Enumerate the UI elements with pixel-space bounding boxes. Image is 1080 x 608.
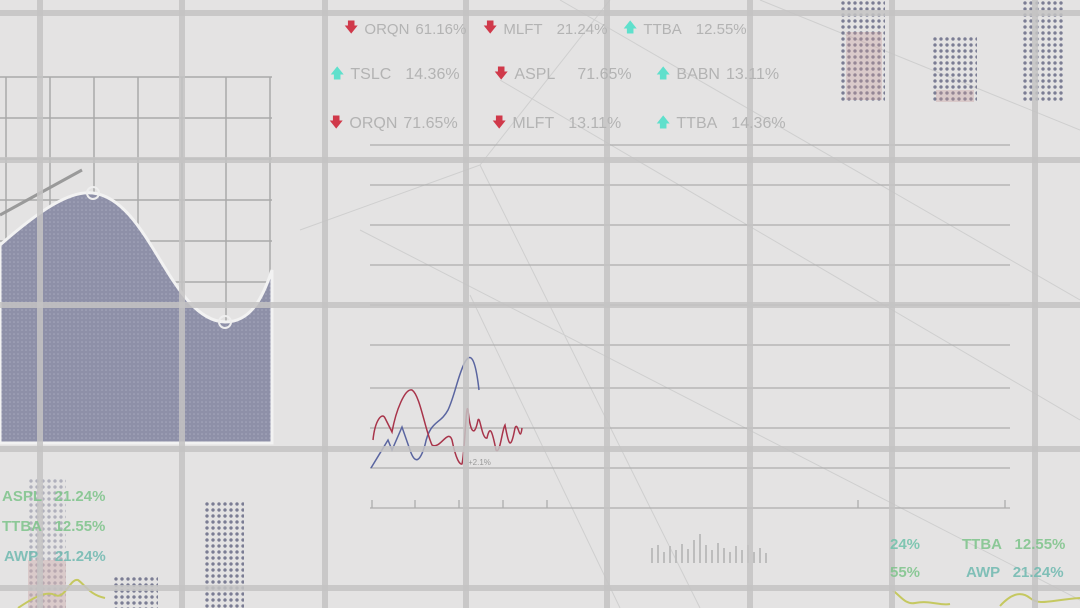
ticker-aspl: 🡇 ASPL 71.65%: [494, 63, 632, 87]
ticker-orqn-2: 🡇 ORQN 71.65%: [329, 112, 458, 136]
arrow-up-icon: 🡅: [656, 114, 671, 130]
line-chart-annotation: +2.1%: [468, 458, 491, 467]
bar-bottom-2: [113, 576, 158, 608]
ticker-ttba-2: 🡅 TTBA 14.36%: [656, 112, 786, 136]
ticker-partial-1: 24%: [890, 536, 921, 553]
arrow-up-icon: 🡅: [656, 65, 671, 81]
area-fill: [0, 191, 274, 445]
arrow-down-icon: 🡇: [492, 114, 507, 130]
bar-top-1: [840, 0, 885, 103]
bar-top-3: [1022, 0, 1063, 103]
arrow-down-icon: 🡇: [483, 19, 498, 35]
ticker-babn: 🡅 BABN 13.11%: [656, 63, 779, 87]
bar-top-2: [932, 36, 977, 103]
area-point: [86, 186, 100, 200]
ticker-ttba-right: TTBA 12.55%: [962, 536, 1066, 553]
ticker-orqn: 🡇 ORQN 61.16%: [344, 17, 466, 41]
ticker-ttba-bottom: TTBA 12.55%: [2, 518, 106, 535]
arrow-up-icon: 🡅: [330, 65, 345, 81]
ticker-aspl-bottom: ASPL 21.24%: [2, 488, 106, 505]
arrow-down-icon: 🡇: [329, 114, 344, 130]
area-point: [218, 315, 232, 329]
ticker-partial-2: 55%: [890, 564, 921, 581]
ticker-mlft: 🡇 MLFT 21.24%: [483, 17, 607, 41]
ticker-ttba: 🡅 TTBA 12.55%: [623, 17, 747, 41]
ticker-mlft-2: 🡇 MLFT 13.11%: [492, 112, 621, 136]
arrow-up-icon: 🡅: [623, 19, 638, 35]
arrow-down-icon: 🡇: [344, 19, 359, 35]
ticker-tslc: 🡅 TSLC 14.36%: [330, 63, 460, 87]
ticker-awp-right: AWP 21.24%: [966, 564, 1064, 581]
ticker-awp-bottom: AWP 21.24%: [4, 548, 106, 565]
arrow-down-icon: 🡇: [494, 65, 509, 81]
